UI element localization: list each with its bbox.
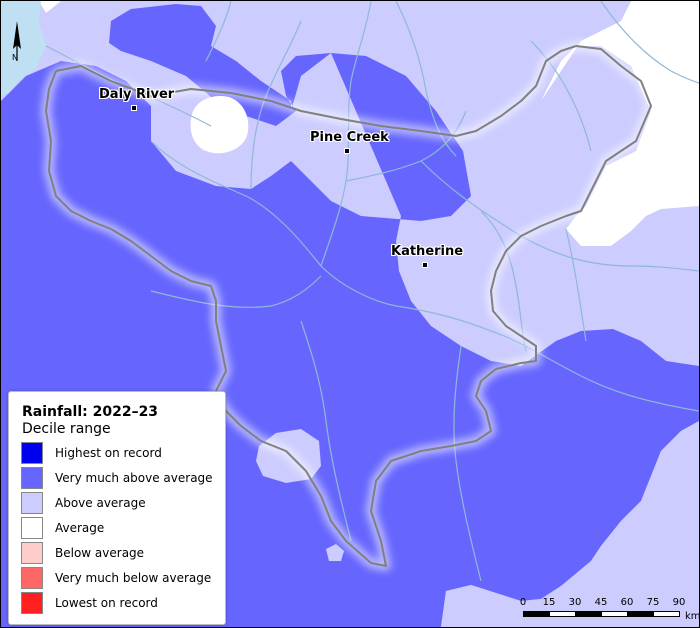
town-label-katherine: Katherine bbox=[391, 244, 464, 259]
legend-swatch bbox=[21, 517, 43, 539]
legend-item: Above average bbox=[21, 492, 221, 517]
legend-swatch bbox=[21, 442, 43, 464]
above-average-patch-1 bbox=[441, 421, 699, 627]
legend-item: Highest on record bbox=[21, 442, 221, 467]
legend-label: Average bbox=[55, 521, 105, 535]
scale-bar: 0 15 30 45 60 75 90 km bbox=[519, 597, 699, 623]
legend-label: Very much above average bbox=[55, 471, 213, 485]
legend-title: Rainfall: 2022–23 bbox=[22, 404, 159, 420]
legend-swatch bbox=[21, 492, 43, 514]
scale-segment bbox=[653, 611, 680, 617]
legend-swatch bbox=[21, 467, 43, 489]
legend-item: Average bbox=[21, 517, 221, 542]
town-marker-pine-creek bbox=[344, 148, 350, 154]
scale-unit: km bbox=[685, 611, 700, 622]
scale-segment bbox=[523, 611, 550, 617]
scale-tick-label: 90 bbox=[672, 597, 686, 608]
town-marker-katherine bbox=[422, 262, 428, 268]
scale-segment bbox=[601, 611, 628, 617]
scale-tick-label: 30 bbox=[568, 597, 582, 608]
town-label-daly-river: Daly River bbox=[99, 87, 175, 102]
north-label: N bbox=[12, 53, 18, 62]
town-label-pine-creek: Pine Creek bbox=[310, 130, 389, 145]
legend-item: Lowest on record bbox=[21, 592, 221, 617]
average-region-east bbox=[541, 1, 699, 246]
legend-label: Lowest on record bbox=[55, 596, 158, 610]
scale-tick-label: 15 bbox=[542, 597, 556, 608]
legend-item: Below average bbox=[21, 542, 221, 567]
river-network bbox=[45, 1, 699, 582]
town-marker-daly-river bbox=[131, 105, 137, 111]
legend-label: Highest on record bbox=[55, 446, 162, 460]
legend-swatch bbox=[21, 592, 43, 614]
legend-subtitle: Decile range bbox=[22, 421, 111, 437]
legend-label: Very much below average bbox=[55, 571, 212, 585]
scale-tick-label: 0 bbox=[519, 597, 527, 608]
scale-tick-label: 75 bbox=[646, 597, 660, 608]
scale-segment bbox=[575, 611, 602, 617]
legend-swatch bbox=[21, 542, 43, 564]
district-boundary bbox=[41, 41, 656, 571]
scale-tick-label: 60 bbox=[620, 597, 634, 608]
scale-tick-label: 45 bbox=[594, 597, 608, 608]
legend-swatch bbox=[21, 567, 43, 589]
average-region-daly bbox=[190, 95, 249, 154]
above-average-patch-3 bbox=[326, 544, 344, 561]
sea bbox=[1, 1, 46, 96]
legend: Rainfall: 2022–23 Decile range Highest o… bbox=[8, 391, 226, 625]
scale-segment bbox=[549, 611, 576, 617]
scale-segment bbox=[627, 611, 654, 617]
north-arrow-icon bbox=[13, 21, 21, 61]
legend-label: Below average bbox=[55, 546, 145, 560]
legend-item: Very much above average bbox=[21, 467, 221, 492]
legend-label: Above average bbox=[55, 496, 146, 510]
legend-item: Very much below average bbox=[21, 567, 221, 592]
average-region-top bbox=[39, 1, 61, 13]
